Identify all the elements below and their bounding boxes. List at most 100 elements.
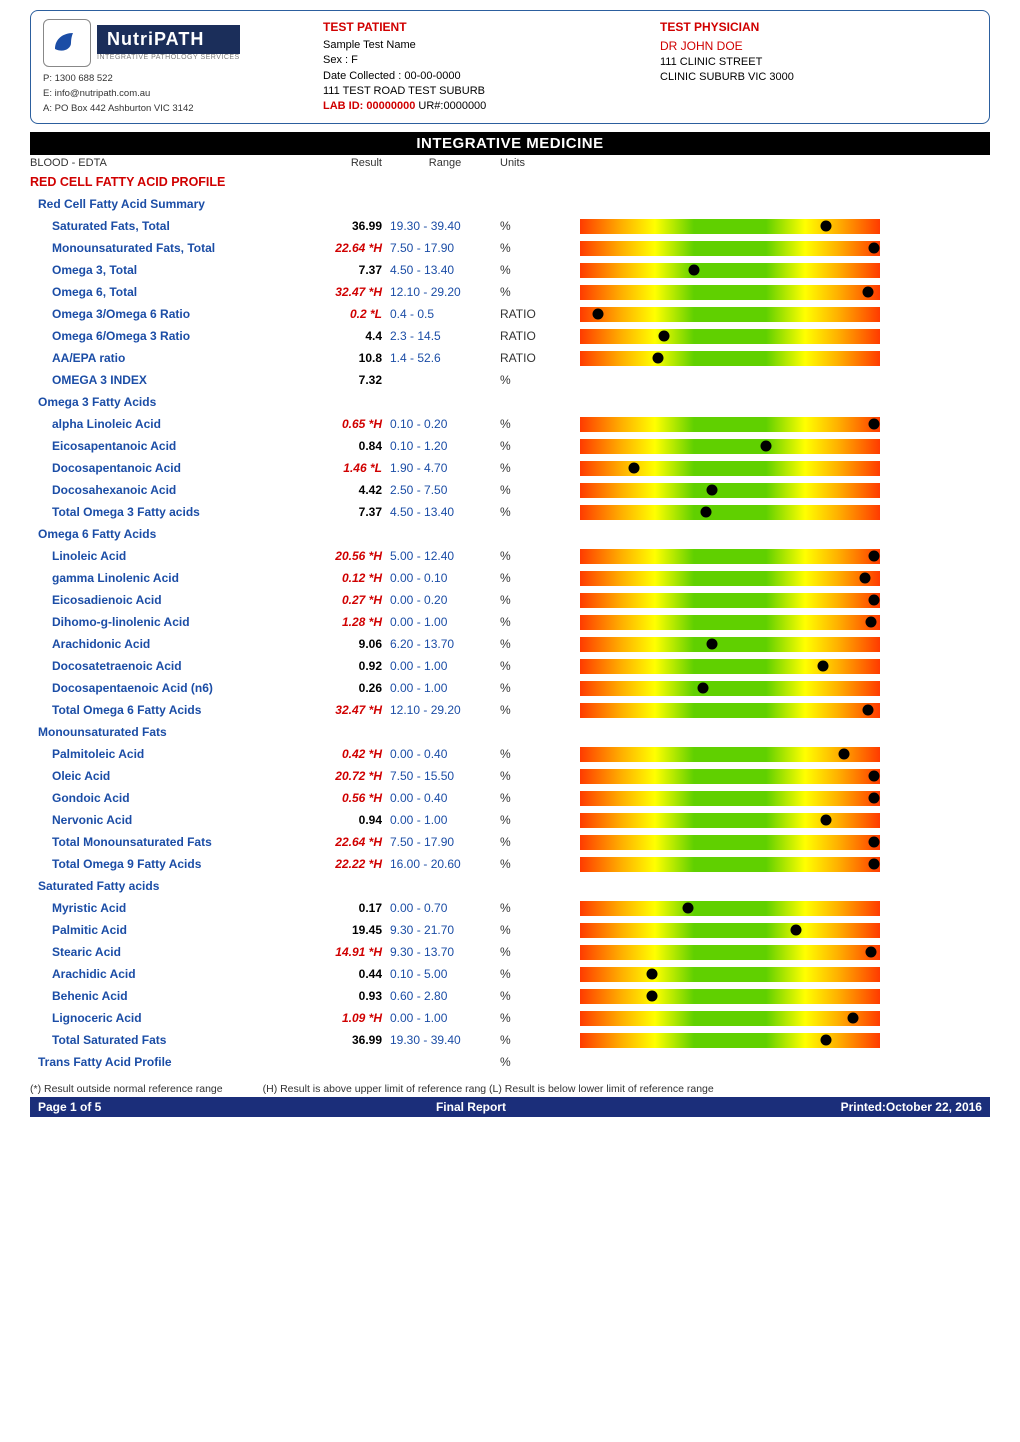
gradient-bar	[580, 351, 880, 366]
gradient-bar	[580, 483, 880, 498]
units: %	[500, 1011, 560, 1025]
units: %	[500, 439, 560, 453]
gradient-bar	[580, 857, 880, 872]
units: %	[500, 901, 560, 915]
result-row: Linoleic Acid20.56 *H5.00 - 12.40%	[30, 545, 990, 567]
result-row: Palmitoleic Acid0.42 *H0.00 - 0.40%	[30, 743, 990, 765]
reference-range: 5.00 - 12.40	[390, 549, 500, 563]
bar-cell	[560, 571, 990, 586]
result-value: 22.22 *H	[310, 857, 390, 871]
bar-cell	[560, 439, 990, 454]
result-value: 0.26	[310, 681, 390, 695]
reference-range: 4.50 - 13.40	[390, 263, 500, 277]
result-value: 22.64 *H	[310, 241, 390, 255]
units: RATIO	[500, 307, 560, 321]
reference-range: 9.30 - 21.70	[390, 923, 500, 937]
bar-cell	[560, 923, 990, 938]
patient-sex-label: Sex :	[323, 54, 348, 66]
result-row: Total Saturated Fats36.9919.30 - 39.40%	[30, 1029, 990, 1051]
patient-address: 111 TEST ROAD TEST SUBURB	[323, 84, 640, 99]
bar-cell	[560, 417, 990, 432]
result-value: 4.4	[310, 329, 390, 343]
bar-cell	[560, 681, 990, 696]
result-value: 1.28 *H	[310, 615, 390, 629]
bar-cell	[560, 483, 990, 498]
reference-range: 19.30 - 39.40	[390, 1033, 500, 1047]
marker-icon	[860, 573, 871, 584]
reference-range: 0.00 - 1.00	[390, 659, 500, 673]
result-value: 7.32	[310, 373, 390, 387]
col-units: Units	[500, 157, 560, 169]
analyte-name: alpha Linoleic Acid	[30, 417, 310, 431]
result-value: 14.91 *H	[310, 945, 390, 959]
result-value: 19.45	[310, 923, 390, 937]
gradient-bar	[580, 593, 880, 608]
gradient-bar	[580, 681, 880, 696]
units: %	[500, 1033, 560, 1047]
result-value: 1.09 *H	[310, 1011, 390, 1025]
marker-icon	[761, 441, 772, 452]
contact-phone: P: 1300 688 522	[43, 73, 303, 86]
bar-cell	[560, 901, 990, 916]
marker-icon	[689, 265, 700, 276]
analyte-name: gamma Linolenic Acid	[30, 571, 310, 585]
result-row: gamma Linolenic Acid0.12 *H0.00 - 0.10%	[30, 567, 990, 589]
gradient-bar	[580, 285, 880, 300]
units: %	[500, 483, 560, 497]
units: %	[500, 769, 560, 783]
result-row: Red Cell Fatty Acid Summary	[30, 193, 990, 215]
marker-icon	[791, 925, 802, 936]
units: %	[500, 505, 560, 519]
marker-icon	[869, 793, 880, 804]
units: %	[500, 681, 560, 695]
reference-range: 9.30 - 13.70	[390, 945, 500, 959]
analyte-name: Omega 6, Total	[30, 285, 310, 299]
analyte-name: Palmitic Acid	[30, 923, 310, 937]
marker-icon	[869, 243, 880, 254]
units: %	[500, 241, 560, 255]
gradient-bar	[580, 945, 880, 960]
analyte-name: Omega 6/Omega 3 Ratio	[30, 329, 310, 343]
units: %	[500, 461, 560, 475]
analyte-name: Arachidic Acid	[30, 967, 310, 981]
units: RATIO	[500, 329, 560, 343]
analyte-name: Eicosadienoic Acid	[30, 593, 310, 607]
result-value: 0.65 *H	[310, 417, 390, 431]
gradient-bar	[580, 329, 880, 344]
marker-icon	[821, 1035, 832, 1046]
marker-icon	[707, 639, 718, 650]
gradient-bar	[580, 417, 880, 432]
result-row: Eicosadienoic Acid0.27 *H0.00 - 0.20%	[30, 589, 990, 611]
bar-cell	[560, 769, 990, 784]
result-value: 10.8	[310, 351, 390, 365]
reference-range: 2.3 - 14.5	[390, 329, 500, 343]
physician-name: DR JOHN DOE	[660, 38, 977, 55]
bar-cell	[560, 593, 990, 608]
footnote: (*) Result outside normal reference rang…	[30, 1083, 990, 1095]
units: %	[500, 549, 560, 563]
analyte-name: AA/EPA ratio	[30, 351, 310, 365]
result-row: Lignoceric Acid1.09 *H0.00 - 1.00%	[30, 1007, 990, 1029]
physician-address1: 111 CLINIC STREET	[660, 55, 977, 70]
gradient-bar	[580, 549, 880, 564]
patient-labid-row: LAB ID: 00000000 UR#:0000000	[323, 99, 640, 114]
report-title: INTEGRATIVE MEDICINE	[30, 132, 990, 155]
reference-range: 12.10 - 29.20	[390, 703, 500, 717]
reference-range: 19.30 - 39.40	[390, 219, 500, 233]
units: %	[500, 571, 560, 585]
result-row: Nervonic Acid0.940.00 - 1.00%	[30, 809, 990, 831]
date-collected-label: Date Collected :	[323, 70, 401, 82]
logo-name: NutriPATH	[97, 25, 240, 54]
result-value: 0.94	[310, 813, 390, 827]
gradient-bar	[580, 439, 880, 454]
analyte-name: Lignoceric Acid	[30, 1011, 310, 1025]
reference-range: 0.10 - 1.20	[390, 439, 500, 453]
reference-range: 4.50 - 13.40	[390, 505, 500, 519]
bar-cell	[560, 285, 990, 300]
date-collected-value: 00-00-0000	[404, 70, 460, 82]
reference-range: 2.50 - 7.50	[390, 483, 500, 497]
contact-email: E: info@nutripath.com.au	[43, 88, 303, 101]
result-value: 0.42 *H	[310, 747, 390, 761]
units: RATIO	[500, 351, 560, 365]
result-row: OMEGA 3 INDEX7.32%	[30, 369, 990, 391]
